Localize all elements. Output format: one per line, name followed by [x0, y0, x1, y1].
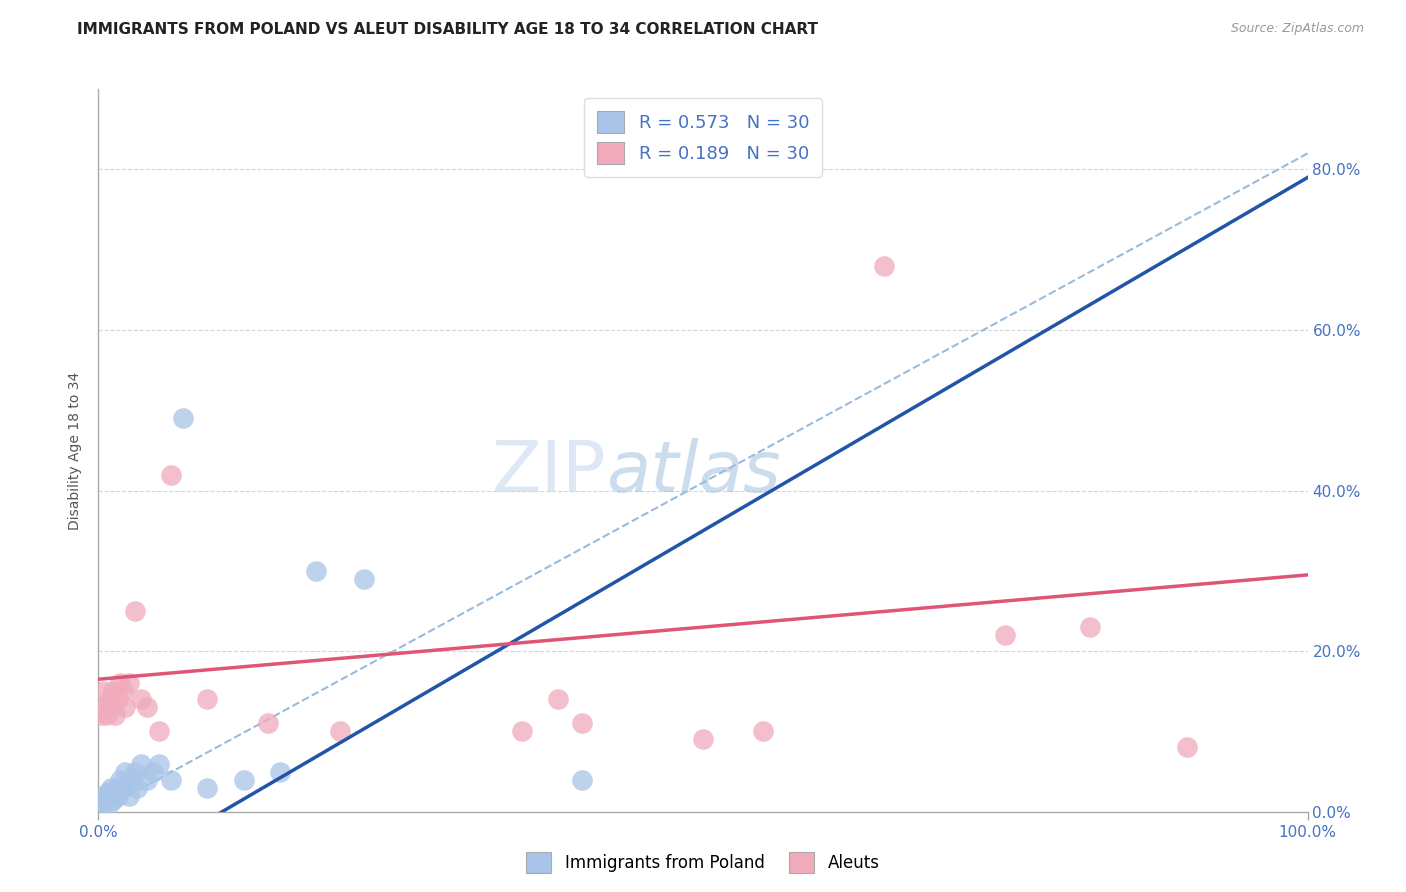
Point	[129, 692, 152, 706]
Point	[148, 724, 170, 739]
Point	[195, 692, 218, 706]
Point	[91, 797, 114, 811]
Point	[97, 785, 120, 799]
Point	[101, 684, 124, 698]
Point	[108, 676, 131, 690]
Text: Source: ZipAtlas.com: Source: ZipAtlas.com	[1230, 22, 1364, 36]
Point	[256, 716, 278, 731]
Legend: Immigrants from Poland, Aleuts: Immigrants from Poland, Aleuts	[520, 846, 886, 880]
Point	[148, 756, 170, 771]
Point	[94, 793, 117, 807]
Point	[94, 700, 117, 714]
Point	[114, 764, 136, 779]
Legend: R = 0.573   N = 30, R = 0.189   N = 30: R = 0.573 N = 30, R = 0.189 N = 30	[585, 98, 821, 177]
Point	[108, 772, 131, 787]
Point	[103, 785, 125, 799]
Point	[98, 797, 121, 811]
Point	[104, 708, 127, 723]
Point	[305, 564, 328, 578]
Point	[105, 780, 128, 795]
Point	[232, 772, 254, 787]
Point	[114, 700, 136, 714]
Point	[269, 764, 291, 779]
Point	[353, 572, 375, 586]
Point	[98, 692, 121, 706]
Point	[1078, 620, 1101, 634]
Point	[1175, 740, 1198, 755]
Y-axis label: Disability Age 18 to 34: Disability Age 18 to 34	[69, 371, 83, 530]
Point	[160, 467, 183, 482]
Point	[107, 789, 129, 803]
Point	[571, 772, 593, 787]
Point	[195, 780, 218, 795]
Point	[135, 772, 157, 787]
Point	[111, 684, 134, 698]
Point	[571, 716, 593, 731]
Point	[752, 724, 775, 739]
Point	[127, 780, 149, 795]
Point	[100, 780, 122, 795]
Text: IMMIGRANTS FROM POLAND VS ALEUT DISABILITY AGE 18 TO 34 CORRELATION CHART: IMMIGRANTS FROM POLAND VS ALEUT DISABILI…	[77, 22, 818, 37]
Point	[142, 764, 165, 779]
Point	[124, 604, 146, 618]
Point	[111, 780, 134, 795]
Point	[873, 259, 896, 273]
Text: ZIP: ZIP	[492, 438, 606, 507]
Point	[118, 676, 141, 690]
Text: atlas: atlas	[606, 438, 780, 507]
Point	[172, 411, 194, 425]
Point	[101, 793, 124, 807]
Point	[692, 732, 714, 747]
Point	[510, 724, 533, 739]
Point	[129, 756, 152, 771]
Point	[124, 764, 146, 779]
Point	[107, 692, 129, 706]
Point	[547, 692, 569, 706]
Point	[160, 772, 183, 787]
Point	[100, 700, 122, 714]
Point	[100, 789, 122, 803]
Point	[93, 789, 115, 803]
Point	[135, 700, 157, 714]
Point	[90, 708, 112, 723]
Point	[118, 789, 141, 803]
Point	[121, 772, 143, 787]
Point	[96, 708, 118, 723]
Point	[994, 628, 1017, 642]
Point	[329, 724, 352, 739]
Point	[91, 684, 114, 698]
